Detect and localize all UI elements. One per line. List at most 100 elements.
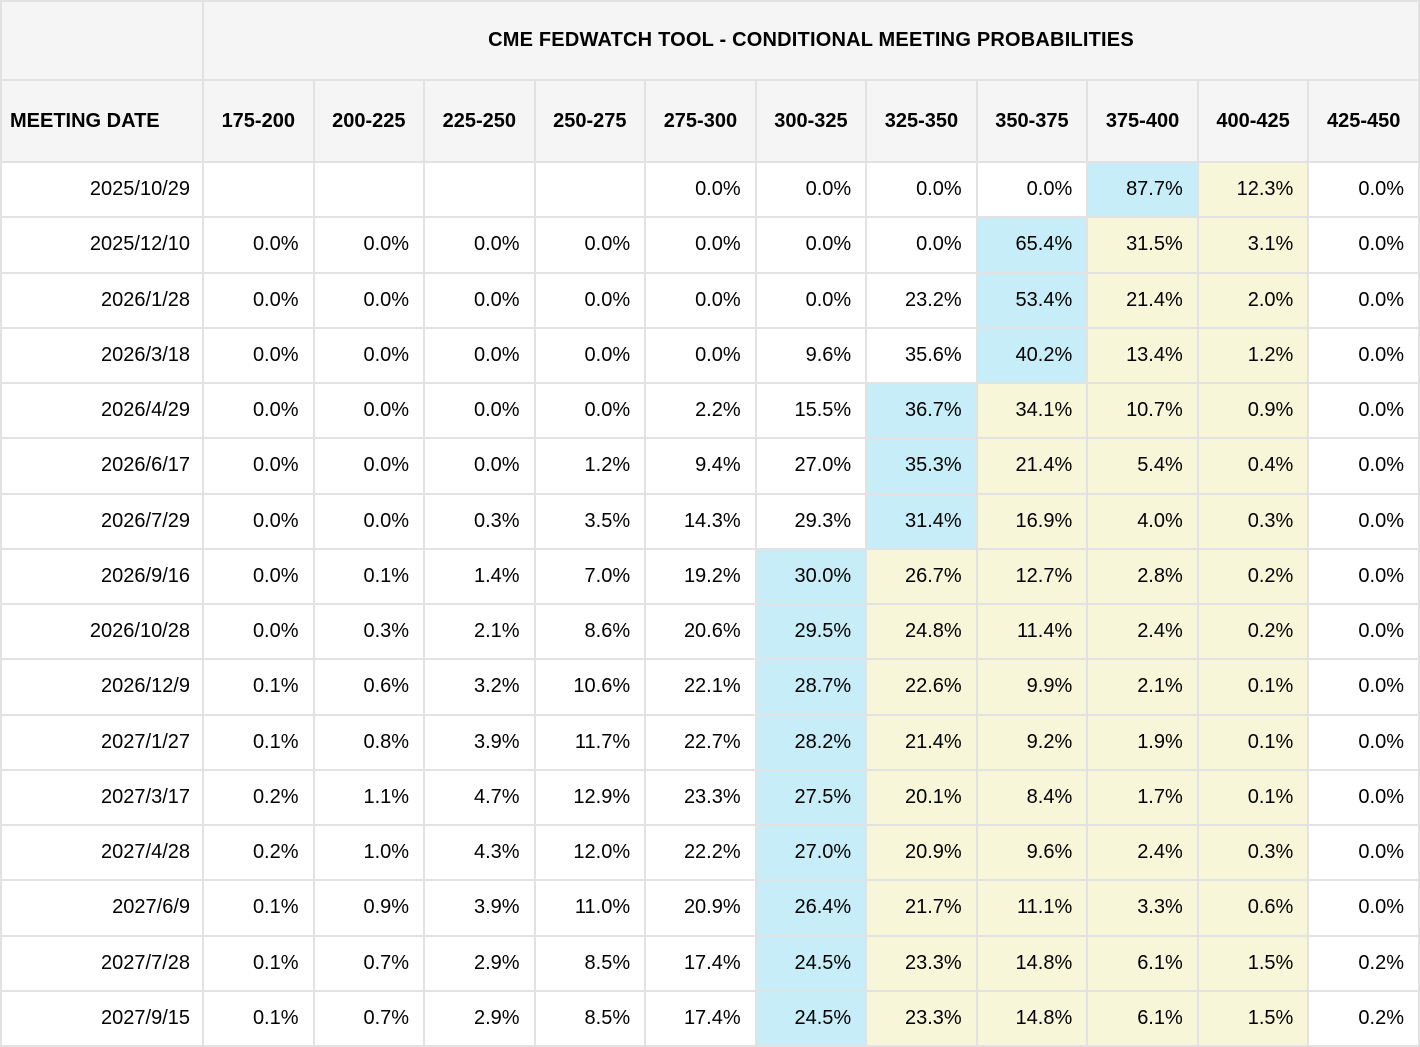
- probability-cell: 0.0%: [202, 547, 315, 606]
- probability-cell: 2.1%: [423, 602, 536, 661]
- probability-cell: 0.3%: [423, 492, 536, 550]
- probability-cell: 20.9%: [644, 879, 757, 937]
- probability-cell: 2.1%: [1086, 658, 1199, 716]
- probability-cell: 28.2%: [754, 713, 868, 771]
- probability-cell: 9.4%: [644, 437, 757, 495]
- probability-cell: 19.2%: [644, 547, 757, 606]
- probability-cell: 0.0%: [1307, 658, 1420, 716]
- probability-cell: 26.7%: [865, 547, 978, 606]
- probability-cell: 0.0%: [533, 271, 647, 329]
- probability-cell: 30.0%: [754, 547, 868, 606]
- probability-cell: 1.5%: [1196, 989, 1310, 1047]
- probability-cell: 0.1%: [202, 989, 315, 1047]
- probability-cell: 12.3%: [1196, 160, 1310, 219]
- probability-cell: 11.4%: [975, 602, 1089, 661]
- probability-cell: 23.2%: [865, 271, 978, 329]
- probability-cell: 27.0%: [754, 437, 868, 495]
- probability-cell: 22.7%: [644, 713, 757, 771]
- meeting-date-cell: 2026/10/28: [0, 602, 204, 661]
- probability-cell: [423, 160, 536, 219]
- probability-cell: 29.3%: [754, 492, 868, 550]
- probability-cell: 2.4%: [1086, 602, 1199, 661]
- probability-cell: 0.0%: [865, 216, 978, 274]
- table-row: 2026/3/18 0.0% 0.0% 0.0% 0.0% 0.0% 9.6% 35.6% 40…: [0, 326, 1420, 385]
- probability-cell: 8.5%: [533, 989, 647, 1047]
- probability-cell: 0.4%: [1196, 437, 1310, 495]
- probability-cell: 1.2%: [1196, 326, 1310, 385]
- probability-cell: 0.0%: [1307, 547, 1420, 606]
- probability-cell: 0.0%: [533, 326, 647, 385]
- meeting-date-cell: 2026/1/28: [0, 271, 204, 329]
- probability-cell: 3.3%: [1086, 879, 1199, 937]
- meeting-date-cell: 2026/4/29: [0, 381, 204, 440]
- probability-cell: 0.0%: [644, 326, 757, 385]
- probability-cell: 0.8%: [312, 713, 426, 771]
- probability-cell: 0.3%: [312, 602, 426, 661]
- probability-cell: 6.1%: [1086, 934, 1199, 992]
- table-row: 2027/3/17 0.2% 1.1% 4.7% 12.9% 23.3% 27.5% 20.1…: [0, 768, 1420, 827]
- probability-cell: 4.0%: [1086, 492, 1199, 550]
- probability-cell: 0.9%: [312, 879, 426, 937]
- probability-cell: 0.2%: [1307, 934, 1420, 992]
- probability-cell: 0.0%: [423, 437, 536, 495]
- probability-cell: 1.2%: [533, 437, 647, 495]
- table-row: 2025/12/10 0.0% 0.0% 0.0% 0.0% 0.0% 0.0% 0.0% 65…: [0, 216, 1420, 274]
- probability-cell: 5.4%: [1086, 437, 1199, 495]
- meeting-date-cell: 2025/10/29: [0, 160, 204, 219]
- probability-cell: 0.1%: [202, 658, 315, 716]
- probability-cell: 0.2%: [1307, 989, 1420, 1047]
- probability-cell: 36.7%: [865, 381, 978, 440]
- probability-cell: 0.0%: [1307, 768, 1420, 827]
- corner-cell: [0, 0, 204, 81]
- probability-cell: 0.2%: [202, 823, 315, 882]
- probability-cell: 16.9%: [975, 492, 1089, 550]
- probability-cell: 2.9%: [423, 989, 536, 1047]
- probability-cell: 23.3%: [644, 768, 757, 827]
- probability-cell: 14.3%: [644, 492, 757, 550]
- probability-cell: 53.4%: [975, 271, 1089, 329]
- probability-cell: 9.6%: [975, 823, 1089, 882]
- probability-cell: 0.0%: [644, 216, 757, 274]
- table-row: 2026/6/17 0.0% 0.0% 0.0% 1.2% 9.4% 27.0% 35.3% 2…: [0, 437, 1420, 495]
- probability-cell: 0.0%: [312, 492, 426, 550]
- probability-cell: 0.2%: [1196, 547, 1310, 606]
- column-header-400-425: 400-425: [1196, 79, 1310, 163]
- probability-cell: 35.3%: [865, 437, 978, 495]
- probability-cell: 21.4%: [865, 713, 978, 771]
- probability-cell: 21.4%: [1086, 271, 1199, 329]
- probability-cell: 1.5%: [1196, 934, 1310, 992]
- probability-cell: 0.2%: [202, 768, 315, 827]
- column-header-225-250: 225-250: [423, 79, 536, 163]
- table-row: 2027/7/28 0.1% 0.7% 2.9% 8.5% 17.4% 24.5% 23.3%…: [0, 934, 1420, 992]
- probability-cell: 26.4%: [754, 879, 868, 937]
- probability-cell: 2.4%: [1086, 823, 1199, 882]
- probability-cell: 0.0%: [1307, 823, 1420, 882]
- probability-cell: 0.0%: [754, 271, 868, 329]
- meeting-date-cell: 2026/12/9: [0, 658, 204, 716]
- probability-cell: 34.1%: [975, 381, 1089, 440]
- probability-cell: 9.2%: [975, 713, 1089, 771]
- probability-cell: 0.0%: [1307, 713, 1420, 771]
- probability-cell: 4.3%: [423, 823, 536, 882]
- column-header-250-275: 250-275: [533, 79, 647, 163]
- probability-cell: 0.1%: [202, 879, 315, 937]
- column-header-375-400: 375-400: [1086, 79, 1199, 163]
- probability-cell: 0.0%: [202, 271, 315, 329]
- probability-cell: 35.6%: [865, 326, 978, 385]
- probability-cell: 11.7%: [533, 713, 647, 771]
- meeting-date-cell: 2026/6/17: [0, 437, 204, 495]
- probability-cell: 0.0%: [644, 271, 757, 329]
- probability-cell: 2.2%: [644, 381, 757, 440]
- probability-cell: 31.5%: [1086, 216, 1199, 274]
- probability-cell: 12.9%: [533, 768, 647, 827]
- probability-cell: 13.4%: [1086, 326, 1199, 385]
- probability-cell: 0.1%: [312, 547, 426, 606]
- probability-cell: 0.0%: [1307, 602, 1420, 661]
- probability-cell: 6.1%: [1086, 989, 1199, 1047]
- probability-cell: 7.0%: [533, 547, 647, 606]
- probability-cell: 0.0%: [533, 381, 647, 440]
- probability-cell: 22.6%: [865, 658, 978, 716]
- table-row: 2026/7/29 0.0% 0.0% 0.3% 3.5% 14.3% 29.3% 31.4%…: [0, 492, 1420, 550]
- meeting-date-cell: 2026/3/18: [0, 326, 204, 385]
- probability-cell: 0.7%: [312, 989, 426, 1047]
